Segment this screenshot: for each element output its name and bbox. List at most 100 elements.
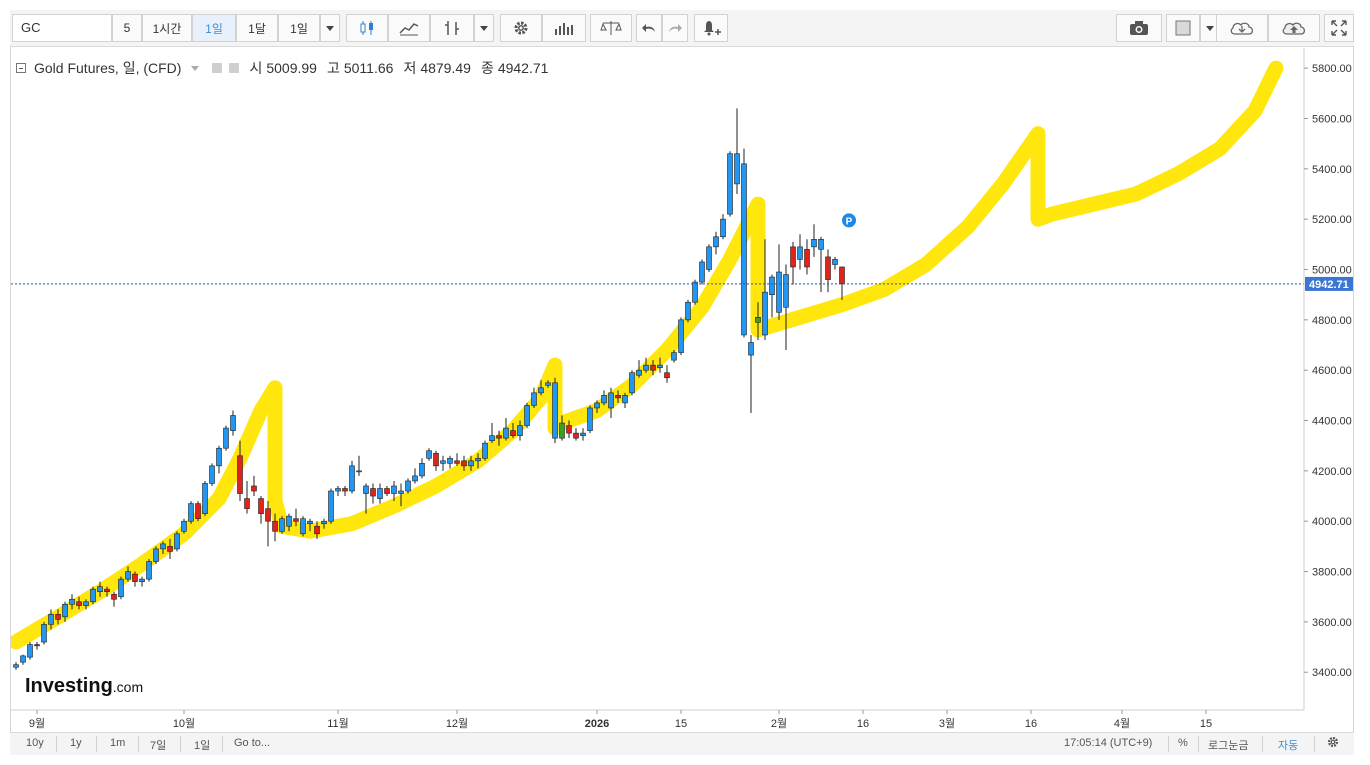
candle-body bbox=[475, 457, 481, 462]
gear-icon bbox=[1327, 736, 1339, 748]
interval-5[interactable]: 5 bbox=[112, 14, 142, 42]
undo-button[interactable] bbox=[636, 14, 662, 42]
candle-body bbox=[685, 301, 691, 321]
chart-settings-button[interactable] bbox=[1326, 735, 1340, 752]
candle-body bbox=[314, 525, 320, 535]
candle-body bbox=[601, 395, 607, 404]
alert-button[interactable] bbox=[694, 14, 728, 42]
color-dropdown[interactable] bbox=[1200, 14, 1220, 42]
clock-time[interactable]: 17:05:14 (UTC+9) bbox=[1064, 737, 1153, 749]
candle-body bbox=[125, 571, 131, 580]
x-tick-label: 10월 bbox=[173, 717, 195, 730]
chevron-down-icon[interactable] bbox=[191, 65, 200, 71]
percent-scale-toggle[interactable]: % bbox=[1178, 737, 1188, 749]
indicators-dropdown[interactable] bbox=[474, 14, 494, 42]
divider bbox=[1314, 736, 1315, 752]
interval-1h-label: 1시간 bbox=[152, 21, 182, 36]
event-marker[interactable] bbox=[842, 213, 856, 228]
fullscreen-button[interactable] bbox=[1324, 14, 1354, 42]
range-10y[interactable]: 10y bbox=[26, 737, 44, 749]
candle-body bbox=[412, 475, 418, 482]
screenshot-button[interactable] bbox=[1116, 14, 1162, 42]
volume-button[interactable] bbox=[542, 14, 586, 42]
candle-body bbox=[797, 246, 803, 260]
color-button[interactable] bbox=[1166, 14, 1200, 42]
divider bbox=[96, 736, 97, 752]
candle-body bbox=[321, 520, 327, 525]
compare-button[interactable] bbox=[590, 14, 632, 42]
divider bbox=[56, 736, 57, 752]
candle-body bbox=[146, 561, 152, 580]
candlestick-button[interactable] bbox=[346, 14, 388, 42]
candle-body bbox=[615, 395, 621, 399]
candle-body bbox=[524, 405, 530, 426]
interval-1d[interactable]: 1일 bbox=[192, 14, 236, 42]
redo-button[interactable] bbox=[662, 14, 688, 42]
visibility-icon[interactable] bbox=[212, 63, 223, 73]
symbol-input[interactable]: GC bbox=[12, 14, 112, 42]
candle-body bbox=[426, 450, 432, 459]
candle-body bbox=[440, 460, 446, 464]
candle-body bbox=[643, 364, 649, 371]
y-tick-label: 3400.00 bbox=[1312, 667, 1352, 679]
candle-body bbox=[804, 249, 810, 268]
interval-dropdown-button[interactable] bbox=[320, 14, 340, 42]
candle-body bbox=[405, 480, 411, 492]
candle-body bbox=[188, 503, 194, 522]
cloud-load-button[interactable] bbox=[1216, 14, 1268, 42]
divider bbox=[138, 736, 139, 752]
highlight-stroke bbox=[11, 60, 1284, 650]
divider bbox=[1262, 736, 1263, 752]
line-chart-button[interactable] bbox=[388, 14, 430, 42]
candle-body bbox=[790, 246, 796, 268]
goto-button[interactable]: Go to... bbox=[234, 737, 271, 749]
candle-body bbox=[272, 520, 278, 532]
candle-body bbox=[349, 465, 355, 492]
settings-small-icon[interactable] bbox=[229, 63, 240, 73]
y-tick-label: 4000.00 bbox=[1312, 516, 1352, 528]
candle-body bbox=[531, 392, 537, 406]
range-1d[interactable]: 1일 bbox=[194, 740, 211, 752]
candle-body bbox=[622, 395, 628, 404]
price-chart[interactable]: 4942.71 P Investing.com 5800.00 5600.00 5400… bbox=[11, 48, 1354, 732]
indicators-button[interactable] bbox=[430, 14, 474, 42]
cloud-upload-button[interactable] bbox=[1268, 14, 1320, 42]
candle-body bbox=[167, 546, 173, 552]
chart-frame bbox=[10, 10, 1354, 755]
candle-body bbox=[251, 485, 257, 492]
candle-body bbox=[377, 488, 383, 499]
chevron-down-icon bbox=[480, 25, 488, 31]
candle-body bbox=[671, 352, 677, 361]
investing-logo: Investing.com bbox=[25, 675, 143, 697]
y-tick-label: 4800.00 bbox=[1312, 315, 1352, 327]
auto-scale-toggle[interactable]: 자동 bbox=[1278, 740, 1299, 752]
range-7d[interactable]: 7일 bbox=[150, 740, 167, 752]
candle-body bbox=[573, 432, 579, 439]
chart-legend: Gold Futures, 일, (CFD) 시 5009.99 고 5011.66… bbox=[16, 58, 548, 78]
candle-body bbox=[811, 239, 817, 248]
candle-body bbox=[27, 644, 33, 658]
log-scale-toggle[interactable]: 로그눈금 bbox=[1208, 740, 1249, 752]
candle-body bbox=[328, 490, 334, 522]
candle-body bbox=[244, 498, 250, 509]
event-marker-label: P bbox=[846, 216, 853, 227]
range-1y[interactable]: 1y bbox=[70, 737, 82, 749]
settings-button[interactable] bbox=[500, 14, 542, 42]
interval-1mo[interactable]: 1달 bbox=[236, 14, 278, 42]
interval-select[interactable]: 1일 bbox=[278, 14, 320, 42]
range-1m[interactable]: 1m bbox=[110, 737, 126, 749]
divider bbox=[222, 736, 223, 752]
x-tick-label: 9월 bbox=[29, 717, 45, 730]
candle-body bbox=[545, 382, 551, 386]
close-label: 종 bbox=[480, 60, 494, 76]
candle-body bbox=[69, 598, 75, 605]
collapse-legend-icon[interactable] bbox=[16, 63, 26, 73]
candle-body bbox=[335, 488, 341, 492]
y-tick-label: 3800.00 bbox=[1312, 567, 1352, 579]
candle-body bbox=[748, 342, 754, 356]
candle-body bbox=[839, 266, 845, 285]
open-value: 5009.99 bbox=[266, 60, 317, 76]
interval-1h[interactable]: 1시간 bbox=[142, 14, 192, 42]
price-tag-label: 4942.71 bbox=[1309, 279, 1349, 291]
candle-body bbox=[90, 588, 96, 603]
